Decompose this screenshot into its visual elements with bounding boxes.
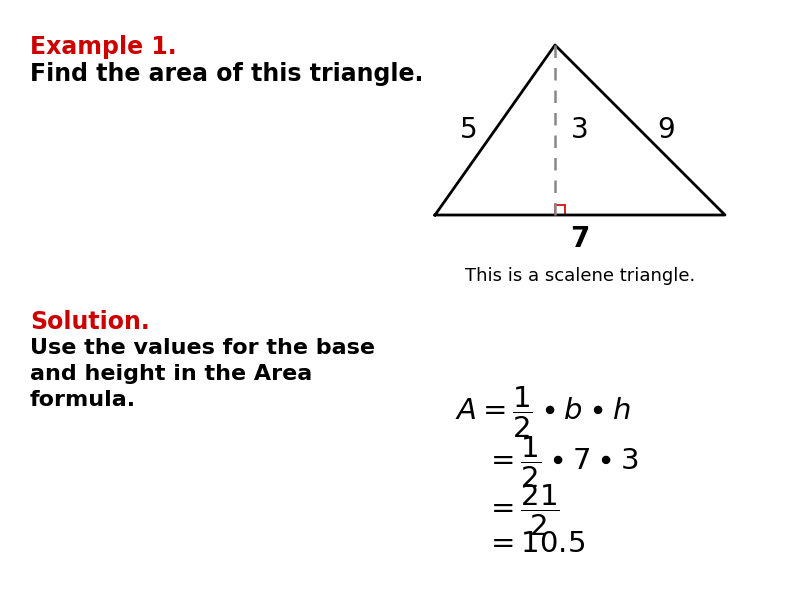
Bar (555, 205, 565, 215)
Text: $= \dfrac{21}{2}$: $= \dfrac{21}{2}$ (485, 483, 560, 538)
Text: Find the area of this triangle.: Find the area of this triangle. (30, 62, 423, 86)
Text: 9: 9 (657, 116, 675, 144)
Text: Solution.: Solution. (30, 310, 150, 334)
Text: $A = \dfrac{1}{2} \bullet b \bullet h$: $A = \dfrac{1}{2} \bullet b \bullet h$ (455, 385, 630, 440)
Text: Use the values for the base: Use the values for the base (30, 338, 375, 358)
Text: 5: 5 (460, 116, 478, 144)
Text: $= \dfrac{1}{2} \bullet 7 \bullet 3$: $= \dfrac{1}{2} \bullet 7 \bullet 3$ (485, 435, 639, 490)
Text: This is a scalene triangle.: This is a scalene triangle. (465, 267, 695, 285)
Text: Example 1.: Example 1. (30, 35, 177, 59)
Text: 3: 3 (571, 116, 589, 144)
Text: and height in the Area: and height in the Area (30, 364, 312, 384)
Text: 7: 7 (570, 225, 590, 253)
Text: $= 10.5$: $= 10.5$ (485, 530, 585, 558)
Text: formula.: formula. (30, 390, 136, 410)
